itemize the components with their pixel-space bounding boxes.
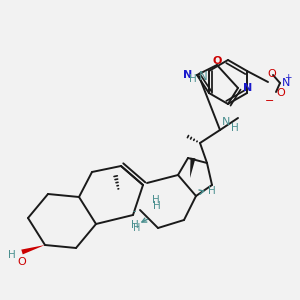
Text: N: N bbox=[243, 83, 252, 93]
Text: O: O bbox=[276, 88, 285, 98]
Text: N: N bbox=[282, 78, 290, 88]
Text: N: N bbox=[222, 117, 230, 127]
Text: O: O bbox=[268, 69, 276, 79]
Text: H: H bbox=[208, 186, 216, 196]
Polygon shape bbox=[190, 158, 196, 178]
Text: N: N bbox=[199, 70, 207, 83]
Text: ̄
H: ̄ H bbox=[133, 211, 141, 233]
Polygon shape bbox=[21, 245, 45, 254]
Text: N: N bbox=[183, 70, 192, 80]
Text: H: H bbox=[189, 74, 197, 84]
Text: O: O bbox=[212, 56, 222, 66]
Text: O: O bbox=[18, 257, 26, 267]
Text: H: H bbox=[131, 220, 139, 230]
Text: H: H bbox=[8, 250, 16, 260]
Text: H: H bbox=[152, 195, 160, 205]
Text: −: − bbox=[265, 96, 275, 106]
Text: +: + bbox=[284, 74, 292, 82]
Text: H: H bbox=[153, 201, 161, 211]
Text: H: H bbox=[231, 123, 239, 133]
